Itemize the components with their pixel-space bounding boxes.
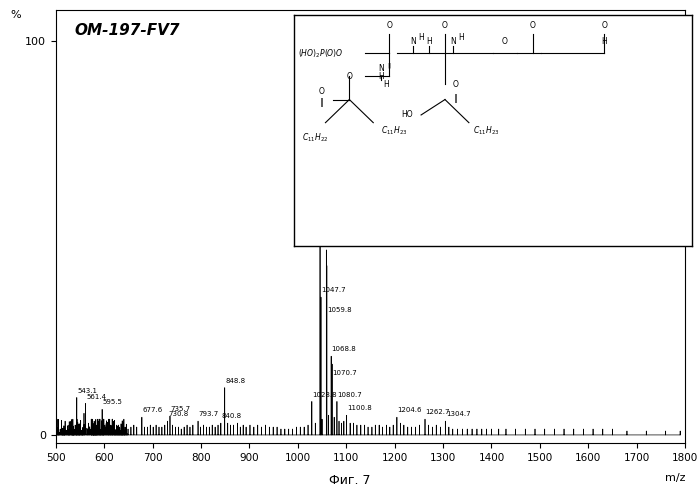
- Text: 1100.8: 1100.8: [347, 405, 372, 411]
- Text: 1047.7: 1047.7: [322, 287, 346, 293]
- Text: O: O: [601, 21, 607, 30]
- Text: 595.5: 595.5: [103, 400, 122, 405]
- Text: H: H: [418, 33, 424, 42]
- Text: O: O: [453, 80, 459, 89]
- Text: 1070.7: 1070.7: [333, 370, 357, 376]
- Text: 1204.6: 1204.6: [397, 407, 422, 413]
- Text: 1080.7: 1080.7: [338, 392, 362, 398]
- Text: O: O: [530, 21, 535, 30]
- Text: H: H: [458, 33, 464, 42]
- Text: O: O: [319, 88, 324, 96]
- Text: O: O: [442, 21, 448, 30]
- Text: 561.4: 561.4: [86, 394, 106, 400]
- Text: 840.8: 840.8: [222, 413, 241, 419]
- Text: $C_{11}H_{22}$: $C_{11}H_{22}$: [301, 132, 328, 144]
- Text: N: N: [410, 36, 416, 46]
- Text: $C_{11}H_{23}$: $C_{11}H_{23}$: [473, 124, 499, 137]
- Text: %: %: [10, 10, 21, 20]
- Text: H: H: [426, 36, 432, 46]
- Text: 735.7: 735.7: [171, 406, 191, 412]
- Text: 1045.8: 1045.8: [321, 31, 345, 37]
- Text: 793.7: 793.7: [199, 411, 219, 417]
- Text: 1028.8: 1028.8: [312, 392, 337, 398]
- Text: O: O: [387, 21, 392, 30]
- Text: H: H: [378, 72, 384, 81]
- Text: $\|$: $\|$: [453, 92, 458, 105]
- Text: 848.8: 848.8: [225, 378, 245, 384]
- Text: H: H: [601, 36, 607, 46]
- Text: HO: HO: [401, 111, 413, 120]
- Text: Фиг. 7: Фиг. 7: [329, 474, 370, 487]
- Text: H: H: [383, 80, 389, 89]
- Text: N: N: [450, 36, 456, 46]
- Text: OM-197-FV7: OM-197-FV7: [75, 23, 180, 38]
- Text: $(HO)_2P(O)O$: $(HO)_2P(O)O$: [298, 47, 343, 60]
- Text: m/z: m/z: [665, 473, 685, 483]
- Text: 730.8: 730.8: [168, 411, 188, 417]
- Text: 1262.7: 1262.7: [426, 409, 450, 415]
- Text: O: O: [347, 72, 352, 81]
- Text: 1058.8: 1058.8: [327, 240, 352, 246]
- Text: 1304.7: 1304.7: [446, 411, 470, 417]
- Text: $\|$: $\|$: [319, 95, 324, 109]
- Text: N: N: [378, 64, 384, 73]
- Text: O: O: [502, 36, 507, 46]
- Text: $C_{11}H_{23}$: $C_{11}H_{23}$: [381, 124, 408, 137]
- Text: 677.6: 677.6: [143, 407, 163, 413]
- Text: 1068.8: 1068.8: [331, 346, 356, 352]
- Text: $\|$: $\|$: [387, 61, 391, 70]
- Text: 543.1: 543.1: [78, 388, 97, 394]
- Text: 1059.8: 1059.8: [327, 307, 352, 313]
